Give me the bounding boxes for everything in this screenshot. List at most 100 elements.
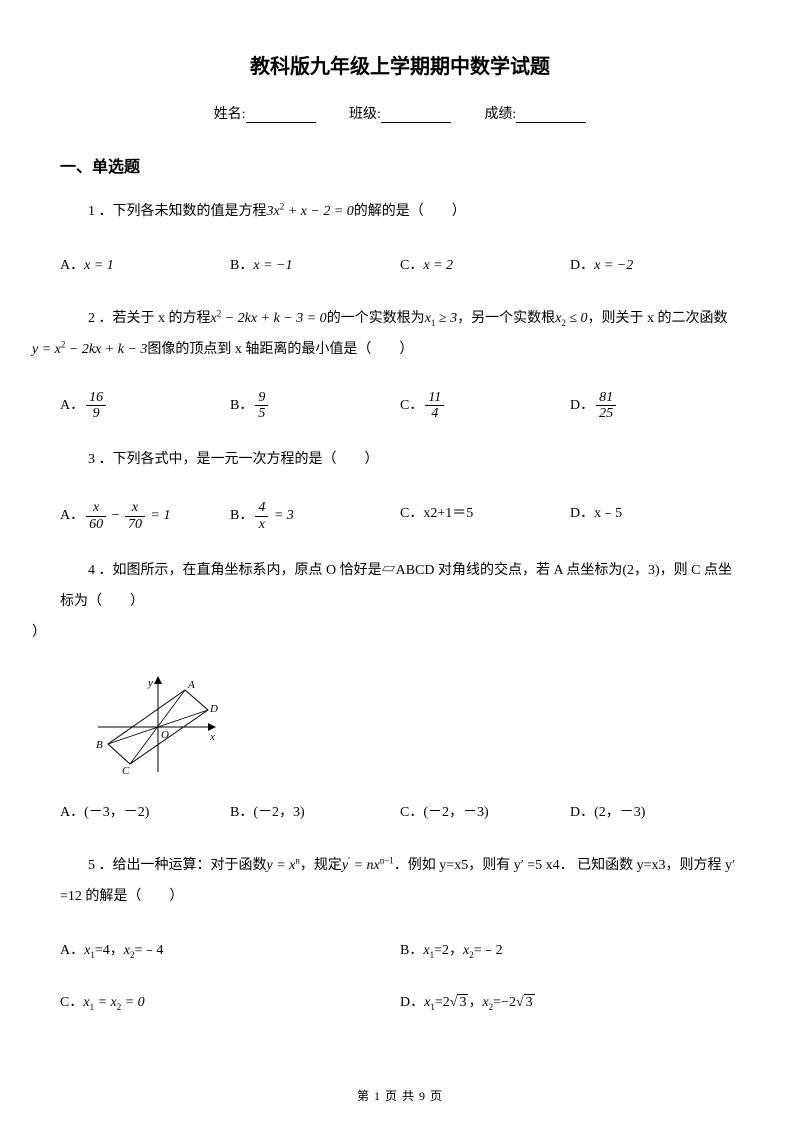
q2-opt-c[interactable]: C．114 (400, 390, 570, 422)
q2-root1: x1 ≥ 3 (425, 311, 457, 326)
label-a: A． (60, 508, 84, 523)
q1-options: A．x = 1 B．x = −1 C．x = 2 D．x = −2 (60, 252, 740, 280)
q5a-v1: =4， (95, 943, 124, 958)
q5c-eq: x1 = x2 = 0 (83, 995, 144, 1010)
q3-opt-a[interactable]: A．x60 − x70 = 1 (60, 500, 230, 532)
q5-opt-b[interactable]: B．x1=2，x2=﹣2 (400, 937, 740, 965)
label-a: A． (60, 943, 84, 958)
q5-opt-a[interactable]: A．x1=4，x2=﹣4 (60, 937, 400, 965)
svg-text:x: x (209, 731, 215, 743)
q1-opt-b[interactable]: B．x = −1 (230, 252, 400, 280)
q2a-den: 9 (86, 406, 106, 421)
q2d-den: 25 (596, 406, 616, 421)
svg-text:D: D (209, 703, 218, 715)
q2-opt-a[interactable]: A．169 (60, 390, 230, 422)
q3a-d1: 60 (86, 517, 106, 532)
q4-opt-c[interactable]: C．(－2，－3) (400, 799, 570, 827)
q2-opt-d[interactable]: D．8125 (570, 390, 740, 422)
q1-equation: 3x2 + x − 2 = 0 (267, 204, 354, 219)
page-title: 教科版九年级上学期期中数学试题 (60, 50, 740, 79)
q5-options-row2: C．x1 = x2 = 0 D．x1=23，x2=−23 (60, 989, 740, 1017)
q2-s2: 的一个实数根为 (327, 311, 425, 326)
page-footer: 第 1 页 共 9 页 (0, 1087, 800, 1104)
score-label: 成绩: (484, 107, 516, 122)
q2a-num: 16 (86, 390, 106, 406)
class-label: 班级: (349, 107, 381, 122)
q2-s3: ，另一个实数根 (457, 311, 555, 326)
q4-opt-a[interactable]: A．(－3，－2) (60, 799, 230, 827)
q3-opt-b[interactable]: B．4x = 3 (230, 500, 400, 532)
q2c-num: 11 (425, 390, 444, 406)
svg-text:O: O (161, 729, 169, 741)
q3a-rhs: = 1 (147, 508, 170, 523)
q2-s4: ，则关于 x 的二次函数 (588, 311, 728, 326)
q1-opt-d[interactable]: D．x = −2 (570, 252, 740, 280)
q5-options-row1: A．x1=4，x2=﹣4 B．x1=2，x2=﹣2 (60, 937, 740, 965)
q5d-sqrt2: 3 (524, 994, 535, 1010)
q2d-num: 81 (596, 390, 616, 406)
q4-opt-d[interactable]: D．(2，－3) (570, 799, 740, 827)
label-a: A． (60, 258, 84, 273)
svg-text:C: C (122, 765, 130, 777)
label-c: C． (400, 398, 423, 413)
q3a-n1: x (86, 500, 106, 516)
student-info: 姓名: 班级: 成绩: (60, 103, 740, 123)
question-4: 4 ．如图所示，在直角坐标系内，原点 O 恰好是▱ABCD 对角线的交点，若 A… (60, 556, 740, 648)
question-1: 1 ．下列各未知数的值是方程3x2 + x − 2 = 0的解的是（ ） (60, 197, 740, 228)
coordinate-diagram: y x A D B C O (90, 672, 220, 782)
q2-eq2: y = x2 − 2kx + k − 3 (32, 342, 147, 357)
q2-root2: x2 ≤ 0 (555, 311, 587, 326)
q5b-v2: =﹣2 (474, 943, 503, 958)
q3b-rhs: = 3 (270, 508, 293, 523)
q1-opt-c[interactable]: C．x = 2 (400, 252, 570, 280)
q5d-v2: =−2 (493, 995, 516, 1010)
q3b-num: 4 (255, 500, 268, 516)
q2c-den: 4 (425, 406, 444, 421)
q5-opt-c[interactable]: C．x1 = x2 = 0 (60, 989, 400, 1017)
label-c: C． (400, 258, 423, 273)
q2-opt-b[interactable]: B．95 (230, 390, 400, 422)
class-blank[interactable] (381, 107, 451, 123)
q2b-den: 5 (255, 406, 268, 421)
section-heading: 一、单选题 (60, 153, 740, 177)
q4-options: A．(－3，－2) B．(－2，3) C．(－2，－3) D．(2，－3) (60, 799, 740, 827)
q3-opt-d[interactable]: D．x﹣5 (570, 500, 740, 532)
name-blank[interactable] (246, 107, 316, 123)
score-blank[interactable] (516, 107, 586, 123)
label-d: D． (400, 995, 424, 1010)
name-label: 姓名: (214, 107, 246, 122)
q1-stem-pre: 1 ．下列各未知数的值是方程 (88, 204, 267, 219)
q5-eq2: y′ = nxn−1 (342, 858, 394, 873)
q1-stem-post: 的解的是（ ） (354, 204, 466, 219)
question-3: 3 ．下列各式中，是一元一次方程的是（ ） (60, 445, 740, 476)
q3a-n2: x (125, 500, 145, 516)
label-b: B． (230, 508, 253, 523)
q2b-num: 9 (255, 390, 268, 406)
q3b-den: x (255, 517, 268, 532)
q3-opt-c[interactable]: C．x2+1＝5 (400, 500, 570, 532)
label-a: A． (60, 398, 84, 413)
q4-stem: 4 ．如图所示，在直角坐标系内，原点 O 恰好是▱ABCD 对角线的交点，若 A… (60, 563, 732, 609)
q5a-v2: =﹣4 (134, 943, 163, 958)
label-b: B． (230, 258, 253, 273)
q2-s5: 图像的顶点到 x 轴距离的最小值是（ ） (147, 342, 413, 357)
q2-options: A．169 B．95 C．114 D．8125 (60, 390, 740, 422)
q4-diagram: y x A D B C O (90, 672, 740, 787)
q5-opt-d[interactable]: D．x1=23，x2=−23 (400, 989, 740, 1017)
svg-text:A: A (187, 679, 195, 691)
q2-eq1: x2 − 2kx + k − 3 = 0 (211, 311, 327, 326)
q5-eq1: y = xn (267, 858, 300, 873)
q5b-v1: =2， (434, 943, 463, 958)
svg-text:B: B (96, 739, 103, 751)
q2-s1: 2 ．若关于 x 的方程 (88, 311, 211, 326)
q3-options: A．x60 − x70 = 1 B．4x = 3 C．x2+1＝5 D．x﹣5 (60, 500, 740, 532)
q4-opt-b[interactable]: B．(－2，3) (230, 799, 400, 827)
label-d: D． (570, 398, 594, 413)
q1-opt-a[interactable]: A．x = 1 (60, 252, 230, 280)
q5d-v1: =2 (435, 995, 450, 1010)
question-2: 2 ．若关于 x 的方程x2 − 2kx + k − 3 = 0的一个实数根为x… (60, 304, 740, 366)
label-c: C． (60, 995, 83, 1010)
svg-text:y: y (147, 677, 153, 689)
question-5: 5 ．给出一种运算：对于函数y = xn，规定y′ = nxn−1．例如 y=x… (60, 851, 740, 913)
label-b: B． (400, 943, 423, 958)
